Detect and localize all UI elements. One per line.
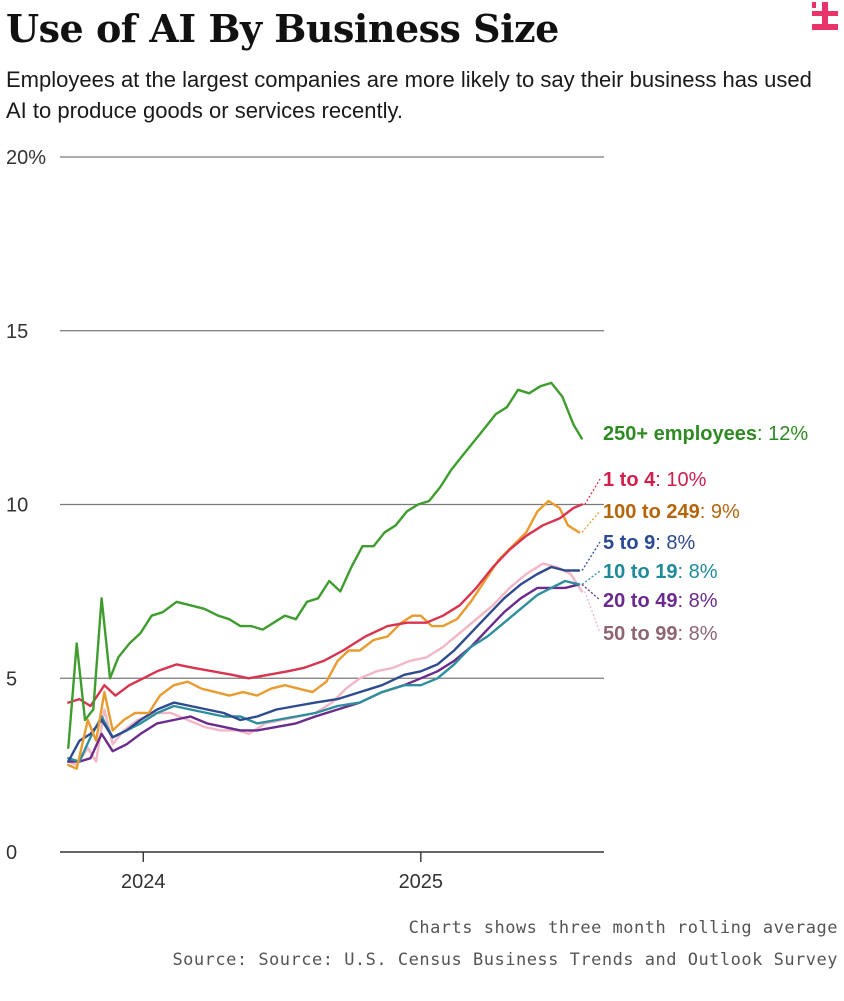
series-line-250-employees bbox=[67, 381, 583, 749]
series-end-label: 250+ employees: 12% bbox=[603, 423, 808, 445]
series-labels: 250+ employees: 12% 1 to 4: 10% 100 to 249… bbox=[581, 423, 808, 645]
series-end-label: 20 to 49: 8% bbox=[603, 590, 718, 612]
y-tick-label: 5 bbox=[6, 668, 17, 690]
y-tick-label: 20% bbox=[6, 147, 46, 169]
series-line-10-to-19 bbox=[67, 579, 581, 763]
series-line-50-to-99 bbox=[67, 562, 583, 767]
series-end-label: 10 to 19: 8% bbox=[603, 561, 718, 583]
x-tick-label: 2024 bbox=[121, 871, 166, 893]
label-leader bbox=[581, 570, 601, 585]
chart-subtitle: Employees at the largest companies are m… bbox=[6, 67, 812, 123]
chart-source: Source: Source: U.S. Census Business Tre… bbox=[172, 950, 838, 970]
label-leader bbox=[581, 541, 601, 571]
series-line-100-to-249 bbox=[67, 499, 581, 770]
y-tick-label: 0 bbox=[6, 842, 17, 864]
line-chart: 0 5 10 15 20% 2024 2025 250+ employees: 12% 1 t… bbox=[6, 147, 808, 893]
chart-title: Use of AI By Business Size bbox=[6, 6, 559, 51]
chart-note: Charts shows three month rolling average bbox=[408, 918, 838, 938]
x-tick-label: 2025 bbox=[399, 871, 444, 893]
label-leader bbox=[581, 510, 601, 533]
series-line-1-to-4 bbox=[67, 503, 583, 708]
y-tick-label: 15 bbox=[6, 321, 28, 343]
series-line-20-to-49 bbox=[67, 583, 581, 763]
series-lines bbox=[67, 381, 583, 770]
axis-ticks: 0 5 10 15 20% 2024 2025 bbox=[6, 147, 443, 893]
gridlines bbox=[60, 156, 604, 853]
series-end-label: 100 to 249: 9% bbox=[603, 501, 740, 523]
y-tick-label: 10 bbox=[6, 495, 28, 517]
series-end-label: 5 to 9: 8% bbox=[603, 532, 695, 554]
series-end-label: 50 to 99: 8% bbox=[603, 623, 718, 645]
series-end-label: 1 to 4: 10% bbox=[603, 469, 707, 491]
series-line-5-to-9 bbox=[67, 565, 581, 763]
label-leader bbox=[584, 591, 601, 634]
logo-icon bbox=[812, 2, 838, 30]
label-leader bbox=[584, 478, 601, 505]
